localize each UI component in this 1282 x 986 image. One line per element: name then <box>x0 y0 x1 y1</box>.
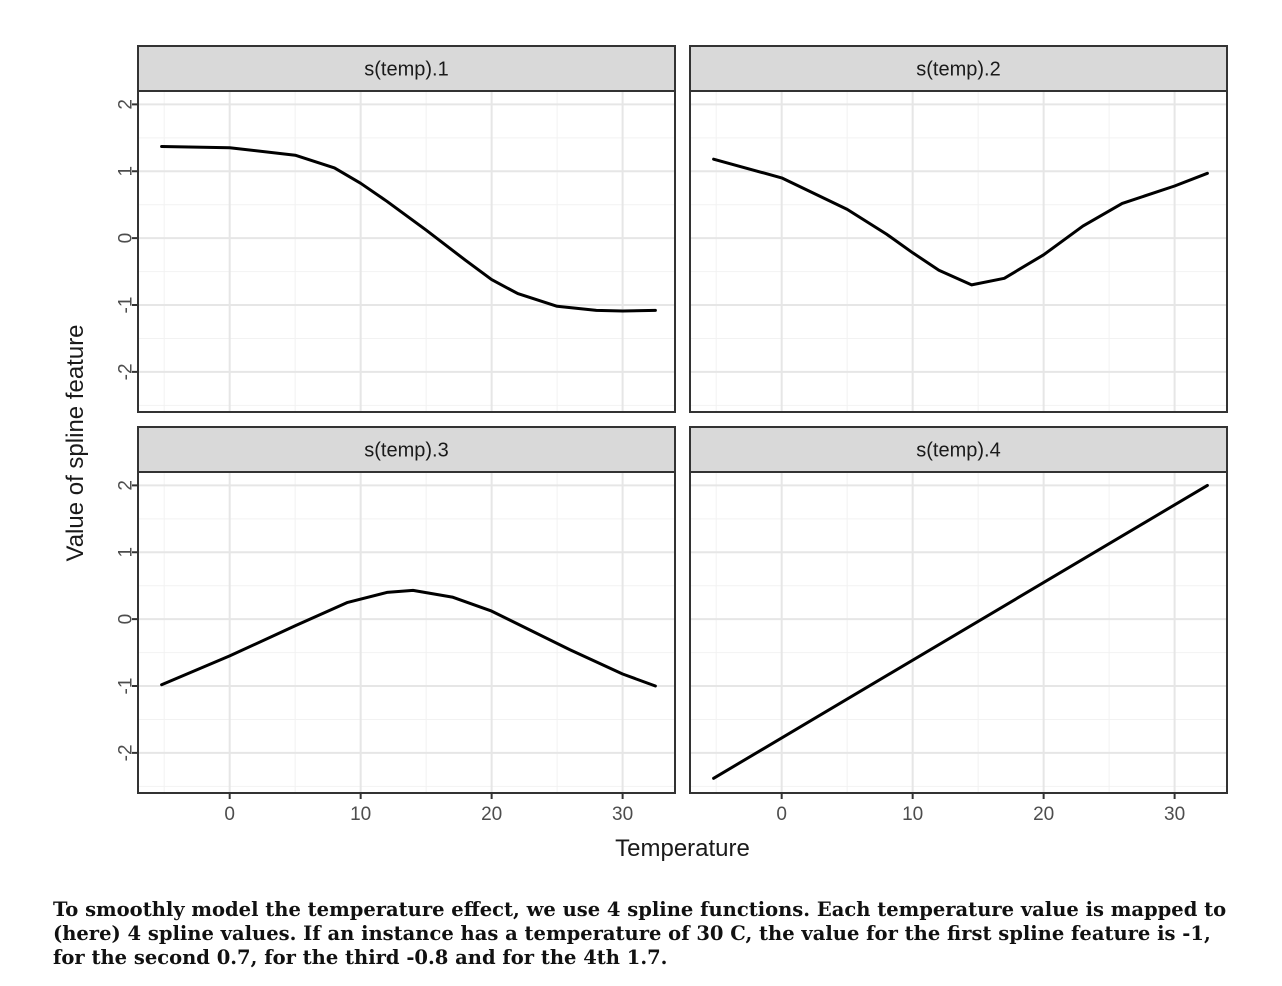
panel-background <box>690 91 1227 412</box>
y-tick-label: 2 <box>116 480 137 491</box>
facet-strip <box>689 45 1228 92</box>
panel-border <box>137 471 676 794</box>
series-line <box>160 588 657 688</box>
facet-strip-label: s(temp).4 <box>916 440 1000 462</box>
y-tick-label: -1 <box>116 678 137 695</box>
panel-border <box>137 90 676 413</box>
y-tick-label: 0 <box>116 233 137 244</box>
y-tick-label: 1 <box>116 166 137 177</box>
y-tick-label: 0 <box>116 614 137 625</box>
panel-border <box>689 90 1228 413</box>
facet-strip-label: s(temp).1 <box>364 59 448 81</box>
panel-border <box>689 471 1228 794</box>
facet-strip <box>137 45 676 92</box>
spline-chart: s(temp).1 -2 -1 0 1 2 s(temp).2 s(temp).3 -2 -1 0 1… <box>62 45 1228 862</box>
y-tick-label: -2 <box>116 363 137 380</box>
y-tick-label: 1 <box>116 547 137 558</box>
x-tick-label: 10 <box>350 804 371 825</box>
x-tick-label: 10 <box>902 804 923 825</box>
panel-background <box>138 472 675 793</box>
x-tick-label: 20 <box>481 804 502 825</box>
y-tick-label: 2 <box>116 99 137 110</box>
series-line <box>160 145 657 313</box>
x-tick-label: 0 <box>776 804 787 825</box>
y-axis-title: Value of spline feature <box>62 324 89 561</box>
x-tick-label: 30 <box>612 804 633 825</box>
y-tick-label: -2 <box>116 744 137 761</box>
facet-strip-label: s(temp).3 <box>364 440 448 462</box>
facet-strip <box>137 426 676 473</box>
y-tick-label: -1 <box>116 297 137 314</box>
facet-strip <box>689 426 1228 473</box>
x-tick-label: 30 <box>1164 804 1185 825</box>
facet-strip-label: s(temp).2 <box>916 59 1000 81</box>
x-tick-label: 0 <box>224 804 235 825</box>
x-tick-label: 20 <box>1033 804 1054 825</box>
series-line <box>712 157 1209 287</box>
figure-caption: To smoothly model the temperature effect… <box>53 898 1227 969</box>
series-line <box>712 483 1209 780</box>
panel-background <box>138 91 675 412</box>
x-axis-title: Temperature <box>615 835 750 862</box>
